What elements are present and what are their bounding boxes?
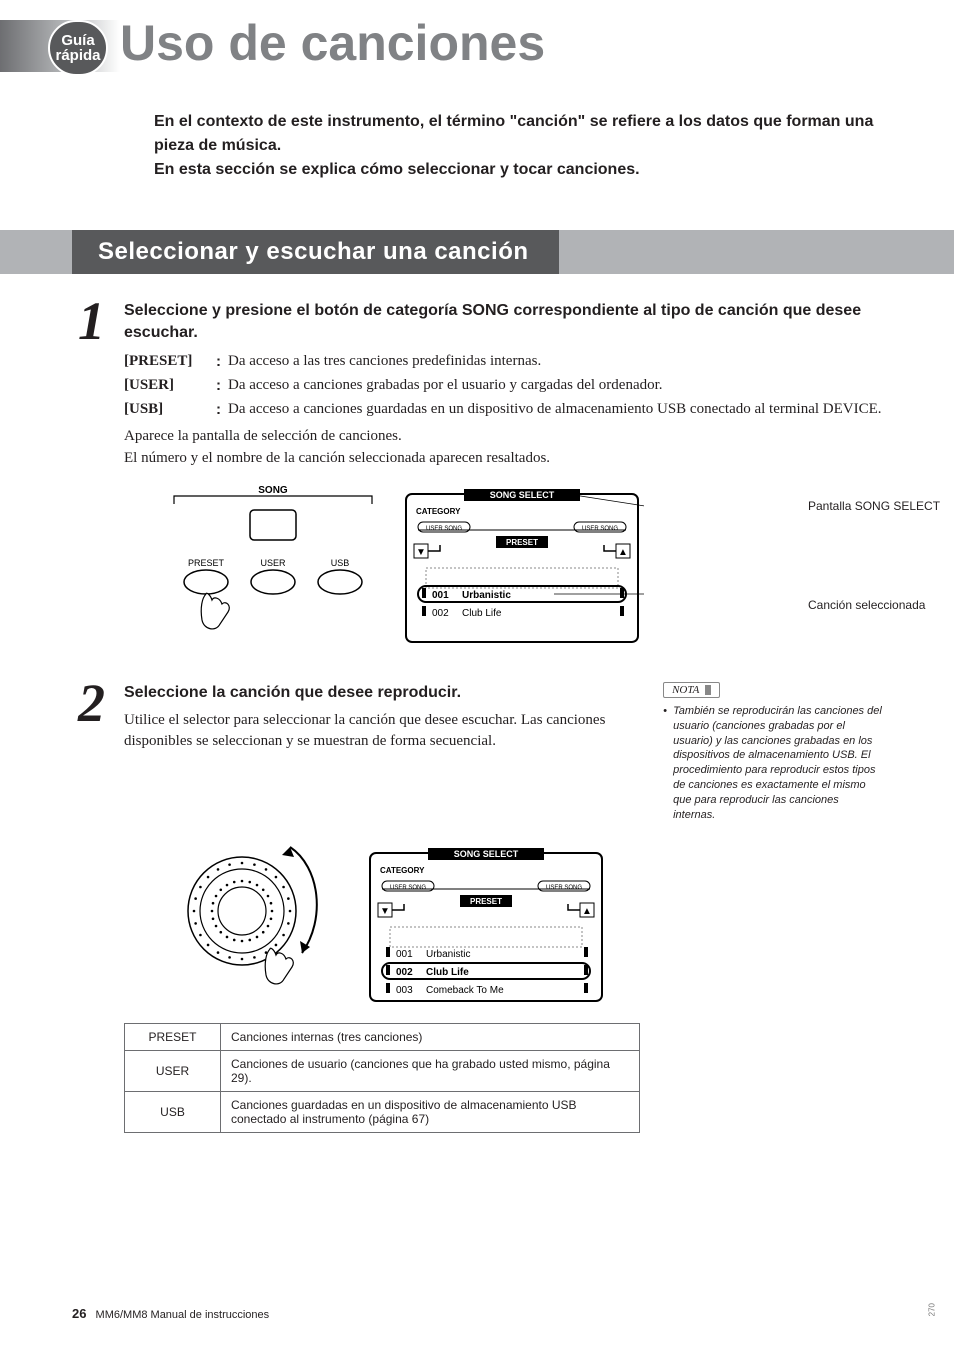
guide-badge: Guía rápida	[48, 20, 108, 76]
note-title-marker-icon	[705, 685, 711, 695]
table-value: Canciones internas (tres canciones)	[221, 1023, 640, 1050]
intro-paragraph: En el contexto de este instrumento, el t…	[154, 110, 874, 182]
badge-line2: rápida	[55, 48, 100, 63]
step-1-definitions: [PRESET]:Da acceso a las tres canciones …	[124, 351, 884, 420]
svg-text:PRESET: PRESET	[188, 558, 225, 568]
svg-text:002: 002	[396, 967, 413, 978]
step-1-para2: El número y el nombre de la canción sele…	[124, 448, 884, 470]
def-colon: :	[216, 399, 228, 421]
step-1-diagrams: SONG PRESET USER USB SONG SELECT CATEGORY…	[154, 486, 954, 656]
song-panel-diagram: SONG PRESET USER USB	[154, 486, 392, 646]
svg-text:Urbanistic: Urbanistic	[426, 949, 470, 960]
def-desc: Da acceso a las tres canciones predefini…	[228, 351, 884, 373]
svg-text:CATEGORY: CATEGORY	[416, 507, 461, 516]
svg-text:PRESET: PRESET	[470, 897, 502, 906]
svg-text:003: 003	[396, 985, 413, 996]
table-key: USER	[125, 1050, 221, 1091]
svg-text:001: 001	[432, 590, 449, 601]
svg-text:SONG SELECT: SONG SELECT	[490, 490, 555, 500]
section-banner: Seleccionar y escuchar una canción	[0, 230, 954, 274]
def-desc: Da acceso a canciones guardadas en un di…	[228, 399, 884, 421]
table-row: PRESETCanciones internas (tres canciones…	[125, 1023, 640, 1050]
def-colon: :	[216, 351, 228, 373]
svg-text:USB: USB	[331, 558, 350, 568]
section-banner-text: Seleccionar y escuchar una canción	[72, 230, 559, 274]
svg-text:SONG SELECT: SONG SELECT	[454, 849, 519, 859]
svg-text:Club Life: Club Life	[462, 608, 502, 619]
svg-text:▲: ▲	[618, 547, 628, 558]
callout-screen-title: Pantalla SONG SELECT	[808, 499, 954, 515]
table-row: USBCanciones guardadas en un dispositivo…	[125, 1091, 640, 1132]
svg-text:SONG: SONG	[258, 486, 288, 496]
table-value: Canciones guardadas en un dispositivo de…	[221, 1091, 640, 1132]
step-2-diagrams: SONG SELECT CATEGORY USER SONG USER SONG PRE…	[170, 837, 954, 1009]
song-select-lcd-2: SONG SELECT CATEGORY USER SONG USER SONG PRE…	[368, 845, 608, 1005]
svg-text:▲: ▲	[582, 906, 592, 917]
step-1-para1: Aparece la pantalla de selección de canc…	[124, 426, 884, 448]
page-title: Uso de canciones	[120, 14, 545, 72]
def-term: [USB]	[124, 399, 216, 421]
note-title: NOTA	[663, 682, 720, 698]
side-page-code: 270	[927, 1303, 936, 1316]
table-value: Canciones de usuario (canciones que ha g…	[221, 1050, 640, 1091]
step-2-number: 2	[78, 672, 105, 734]
svg-text:Urbanistic: Urbanistic	[462, 590, 511, 601]
step-1-number: 1	[78, 290, 105, 352]
svg-text:USER SONG: USER SONG	[546, 885, 582, 891]
step-2: 2 Seleccione la canción que desee reprod…	[0, 682, 954, 823]
svg-text:CATEGORY: CATEGORY	[380, 866, 425, 875]
svg-text:USER SONG: USER SONG	[390, 885, 426, 891]
note-box: NOTA También se reproducirán las cancion…	[663, 680, 884, 823]
step-2-heading: Seleccione la canción que desee reproduc…	[124, 682, 633, 704]
svg-text:▼: ▼	[380, 906, 390, 917]
svg-text:Club Life: Club Life	[426, 967, 469, 978]
def-colon: :	[216, 375, 228, 397]
dial-diagram	[170, 837, 335, 997]
table-key: USB	[125, 1091, 221, 1132]
callout-selected-song: Canción seleccionada	[808, 598, 954, 614]
note-body: También se reproducirán las canciones de…	[663, 704, 884, 823]
badge-line1: Guía	[61, 33, 94, 48]
song-types-table: PRESETCanciones internas (tres canciones…	[124, 1023, 640, 1133]
footer-text: MM6/MM8 Manual de instrucciones	[96, 1309, 270, 1321]
svg-text:Comeback To Me: Comeback To Me	[426, 985, 504, 996]
svg-text:001: 001	[396, 949, 413, 960]
svg-text:002: 002	[432, 608, 449, 619]
step-1-heading: Seleccione y presione el botón de catego…	[124, 300, 884, 343]
svg-text:USER: USER	[260, 558, 286, 568]
title-bar: Guía rápida Uso de canciones	[0, 0, 954, 76]
svg-text:USER SONG: USER SONG	[426, 526, 462, 532]
step-1: 1 Seleccione y presione el botón de cate…	[0, 300, 954, 470]
table-row: USERCanciones de usuario (canciones que …	[125, 1050, 640, 1091]
svg-text:PRESET: PRESET	[506, 538, 538, 547]
note-title-text: NOTA	[672, 684, 699, 696]
step-2-para: Utilice el selector para seleccionar la …	[124, 710, 633, 754]
footer-page-number: 26	[72, 1306, 86, 1321]
svg-text:USER SONG: USER SONG	[582, 526, 618, 532]
footer: 26 MM6/MM8 Manual de instrucciones	[72, 1306, 269, 1321]
table-key: PRESET	[125, 1023, 221, 1050]
def-term: [USER]	[124, 375, 216, 397]
svg-text:▼: ▼	[416, 547, 426, 558]
song-select-lcd: SONG SELECT CATEGORY USER SONG USER SONG PRE…	[404, 486, 644, 646]
def-desc: Da acceso a canciones grabadas por el us…	[228, 375, 884, 397]
def-term: [PRESET]	[124, 351, 216, 373]
